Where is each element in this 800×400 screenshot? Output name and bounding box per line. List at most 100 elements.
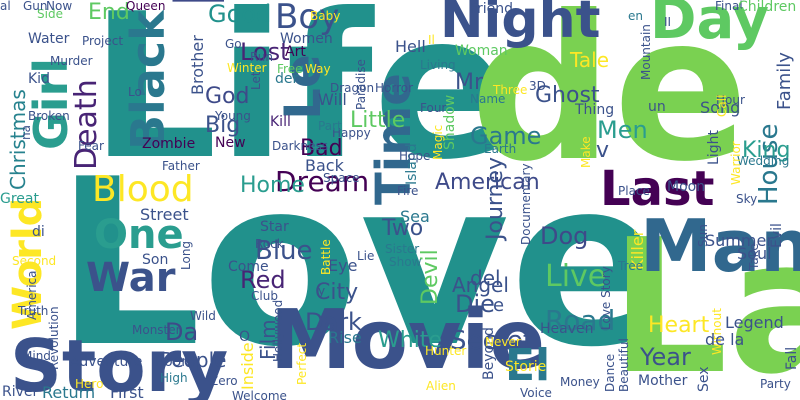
word-two: Two	[382, 216, 424, 241]
word-go: Go	[225, 37, 242, 51]
word-tree: Tree	[618, 259, 644, 273]
word-first: First	[110, 383, 144, 400]
word-lo: Lo	[128, 85, 142, 99]
word-soul: Soul	[737, 244, 772, 263]
word-ghost: Ghost	[535, 83, 600, 108]
word-fire: Fire	[397, 184, 419, 198]
word-der: der	[275, 71, 299, 87]
word-life: Life	[90, 0, 509, 204]
word-dream: Dream	[275, 165, 370, 198]
word-moon: Moon	[667, 179, 706, 195]
word-call: Call	[715, 94, 729, 117]
word-3d: 3D	[529, 79, 546, 93]
word-happy: Happy	[332, 126, 371, 140]
word-voice: Voice	[520, 386, 552, 400]
word-friend: Friend	[470, 1, 514, 17]
word-space: Space	[323, 171, 360, 185]
word-city: City	[315, 280, 359, 305]
word-warrior: Warrior	[729, 141, 743, 185]
word-man: Man	[640, 204, 800, 288]
word-place: Place	[618, 184, 650, 198]
word-four: Four	[420, 101, 447, 115]
word-women: Women	[280, 31, 333, 47]
word-rise: Rise	[328, 328, 362, 347]
word-little: Little	[350, 108, 406, 133]
word-war: War	[86, 255, 176, 301]
word-light: Light	[706, 130, 722, 165]
word-people: People	[160, 348, 227, 372]
word-fear: Fear	[78, 139, 104, 153]
word-family: Family	[774, 52, 795, 110]
word-game: Game	[470, 122, 542, 150]
word-e: e	[493, 295, 505, 316]
word-brother: Brother	[188, 35, 207, 95]
word-alien: Alien	[426, 379, 456, 393]
word-thing: Thing	[575, 102, 615, 118]
word-free: Free	[277, 62, 303, 76]
word-father: Father	[162, 159, 200, 173]
word-heart: Heart	[648, 313, 710, 338]
word-long: Long	[179, 240, 193, 270]
word-die: Die	[455, 290, 495, 318]
word-kid: Kid	[28, 71, 50, 87]
word-american: American	[435, 170, 540, 195]
word-da: Da	[165, 318, 199, 346]
word-dog: Dog	[540, 222, 589, 250]
word-heaven: Heaven	[540, 321, 594, 337]
word-welcome: Welcome	[232, 389, 287, 400]
word-revolution: Revolution	[47, 306, 61, 370]
word-boy: Boy	[275, 0, 340, 37]
word-living: Living	[420, 58, 456, 72]
word-road: Road	[545, 304, 616, 337]
word-de: de	[470, 0, 749, 206]
word-o: O	[239, 329, 251, 345]
word-blue: Blue	[255, 236, 313, 266]
word-kill: Kill	[270, 114, 291, 130]
word-winter: Winter	[227, 61, 267, 75]
word-baby: Baby	[310, 9, 341, 23]
word-y: y	[318, 284, 326, 298]
word-mountain: Mountain	[639, 24, 653, 80]
word-hour: Hour	[716, 93, 745, 107]
word-live: Live	[545, 259, 607, 294]
word-journey: Journey	[483, 156, 508, 240]
word-white: White	[378, 328, 442, 353]
word-hell: Hell	[395, 37, 426, 56]
word-young: Young	[215, 109, 251, 123]
word-end: End	[88, 0, 130, 25]
word-never: Never	[485, 335, 521, 349]
word-dragon: Dragon	[330, 81, 375, 95]
word-children: Children	[738, 0, 797, 15]
word-tale: Tale	[570, 48, 610, 72]
word-black: Black	[121, 10, 175, 150]
word-last: Last	[600, 161, 715, 217]
word-rock: Rock	[255, 237, 284, 251]
word-sun: Sun	[696, 224, 710, 247]
word-broken: Broken	[28, 109, 70, 123]
word-angel: Angel	[452, 273, 509, 297]
word-one: One	[94, 212, 184, 258]
word-god: God	[205, 84, 250, 109]
word-part: Part	[318, 119, 342, 133]
word-sex: Sex	[696, 366, 712, 392]
word-make: Make	[579, 136, 593, 168]
word-magic: Magic	[431, 124, 445, 160]
word-run: Run	[250, 50, 274, 64]
word-blood: Blood	[92, 169, 194, 210]
word-good: Good	[208, 0, 272, 28]
word-un: un	[648, 99, 666, 115]
word-gun: Gun	[23, 0, 48, 13]
word-come: Come	[228, 259, 269, 275]
word-side: Side	[37, 7, 63, 21]
word-queen: Queen	[126, 0, 166, 13]
word-earth: Earth	[484, 142, 517, 156]
word-night: Night	[440, 0, 601, 50]
word-movie: Movie	[270, 293, 546, 388]
word-street: Street	[140, 205, 189, 224]
word-hunter: Hunter	[425, 344, 467, 358]
word-party: Party	[760, 377, 791, 391]
word-devil: Devil	[418, 249, 443, 305]
word-second: Second	[12, 254, 57, 268]
word-battle: Battle	[319, 239, 333, 275]
